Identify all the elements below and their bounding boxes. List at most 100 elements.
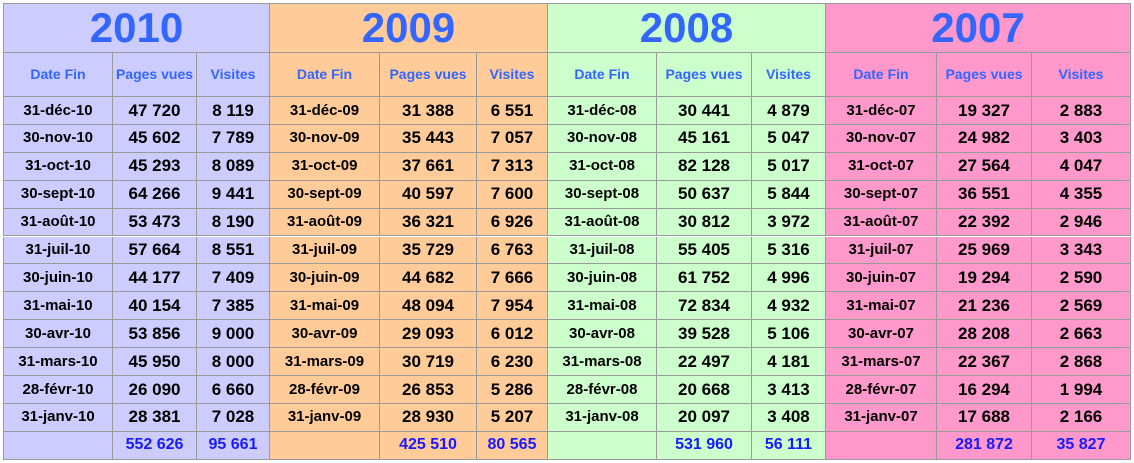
date-cell: 30-sept-10 xyxy=(3,180,113,209)
value-cell: 45 602 xyxy=(113,124,197,153)
value-cell: 44 177 xyxy=(113,264,197,293)
column-header: Visites xyxy=(752,53,826,97)
value-cell: 7 057 xyxy=(477,124,548,153)
date-cell: 31-déc-07 xyxy=(826,97,937,125)
value-cell: 5 106 xyxy=(752,320,826,349)
value-cell: 7 954 xyxy=(477,292,548,321)
total-cell: 80 565 xyxy=(477,431,548,460)
value-cell: 8 000 xyxy=(197,348,270,376)
date-cell: 30-avr-08 xyxy=(548,320,657,349)
total-label-cell xyxy=(270,431,380,460)
date-cell: 31-janv-08 xyxy=(548,403,657,432)
column-header: Visites xyxy=(197,53,270,97)
total-cell: 95 661 xyxy=(197,431,270,460)
value-cell: 72 834 xyxy=(657,292,752,321)
value-cell: 28 930 xyxy=(380,403,477,432)
value-cell: 28 381 xyxy=(113,403,197,432)
total-cell: 425 510 xyxy=(380,431,477,460)
date-cell: 31-oct-08 xyxy=(548,152,657,181)
date-cell: 31-août-09 xyxy=(270,208,380,237)
value-cell: 5 286 xyxy=(477,376,548,404)
date-cell: 31-mars-08 xyxy=(548,348,657,376)
value-cell: 26 090 xyxy=(113,376,197,404)
value-cell: 3 972 xyxy=(752,208,826,237)
value-cell: 5 017 xyxy=(752,152,826,181)
value-cell: 5 047 xyxy=(752,124,826,153)
value-cell: 19 294 xyxy=(937,264,1032,293)
value-cell: 28 208 xyxy=(937,320,1032,349)
value-cell: 17 688 xyxy=(937,403,1032,432)
date-cell: 31-mai-07 xyxy=(826,292,937,321)
value-cell: 9 000 xyxy=(197,320,270,349)
date-cell: 30-avr-10 xyxy=(3,320,113,349)
value-cell: 3 403 xyxy=(1032,124,1131,153)
value-cell: 7 666 xyxy=(477,264,548,293)
value-cell: 40 154 xyxy=(113,292,197,321)
date-cell: 31-déc-10 xyxy=(3,97,113,125)
value-cell: 35 443 xyxy=(380,124,477,153)
total-cell: 35 827 xyxy=(1032,431,1131,460)
year-header: 2008 xyxy=(548,3,826,53)
date-cell: 31-juil-10 xyxy=(3,236,113,265)
date-cell: 31-oct-09 xyxy=(270,152,380,181)
total-cell: 281 872 xyxy=(937,431,1032,460)
value-cell: 37 661 xyxy=(380,152,477,181)
date-cell: 30-juin-07 xyxy=(826,264,937,293)
date-cell: 31-oct-10 xyxy=(3,152,113,181)
date-cell: 28-févr-07 xyxy=(826,376,937,404)
total-cell: 56 111 xyxy=(752,431,826,460)
value-cell: 5 316 xyxy=(752,236,826,265)
date-cell: 30-juin-09 xyxy=(270,264,380,293)
date-cell: 30-nov-08 xyxy=(548,124,657,153)
value-cell: 82 128 xyxy=(657,152,752,181)
value-cell: 40 597 xyxy=(380,180,477,209)
value-cell: 61 752 xyxy=(657,264,752,293)
value-cell: 55 405 xyxy=(657,236,752,265)
value-cell: 7 313 xyxy=(477,152,548,181)
value-cell: 7 600 xyxy=(477,180,548,209)
value-cell: 45 293 xyxy=(113,152,197,181)
value-cell: 36 551 xyxy=(937,180,1032,209)
value-cell: 26 853 xyxy=(380,376,477,404)
total-cell: 552 626 xyxy=(113,431,197,460)
value-cell: 5 844 xyxy=(752,180,826,209)
value-cell: 22 392 xyxy=(937,208,1032,237)
value-cell: 24 982 xyxy=(937,124,1032,153)
value-cell: 6 230 xyxy=(477,348,548,376)
date-cell: 30-sept-08 xyxy=(548,180,657,209)
value-cell: 8 190 xyxy=(197,208,270,237)
date-cell: 31-mai-09 xyxy=(270,292,380,321)
value-cell: 6 551 xyxy=(477,97,548,125)
date-cell: 31-janv-07 xyxy=(826,403,937,432)
value-cell: 30 719 xyxy=(380,348,477,376)
date-cell: 31-mars-09 xyxy=(270,348,380,376)
value-cell: 16 294 xyxy=(937,376,1032,404)
date-cell: 30-avr-09 xyxy=(270,320,380,349)
date-cell: 31-janv-10 xyxy=(3,403,113,432)
value-cell: 57 664 xyxy=(113,236,197,265)
value-cell: 4 181 xyxy=(752,348,826,376)
value-cell: 8 119 xyxy=(197,97,270,125)
value-cell: 27 564 xyxy=(937,152,1032,181)
date-cell: 31-mars-07 xyxy=(826,348,937,376)
value-cell: 7 028 xyxy=(197,403,270,432)
value-cell: 48 094 xyxy=(380,292,477,321)
date-cell: 31-août-07 xyxy=(826,208,937,237)
value-cell: 2 883 xyxy=(1032,97,1131,125)
column-header: Pages vues xyxy=(380,53,477,97)
value-cell: 2 569 xyxy=(1032,292,1131,321)
column-header: Date Fin xyxy=(826,53,937,97)
column-header: Date Fin xyxy=(3,53,113,97)
date-cell: 31-mai-10 xyxy=(3,292,113,321)
date-cell: 31-juil-09 xyxy=(270,236,380,265)
value-cell: 44 682 xyxy=(380,264,477,293)
column-header: Date Fin xyxy=(548,53,657,97)
value-cell: 3 408 xyxy=(752,403,826,432)
date-cell: 28-févr-10 xyxy=(3,376,113,404)
value-cell: 6 763 xyxy=(477,236,548,265)
total-label-cell xyxy=(548,431,657,460)
year-header: 2010 xyxy=(3,3,270,53)
value-cell: 29 093 xyxy=(380,320,477,349)
value-cell: 7 789 xyxy=(197,124,270,153)
